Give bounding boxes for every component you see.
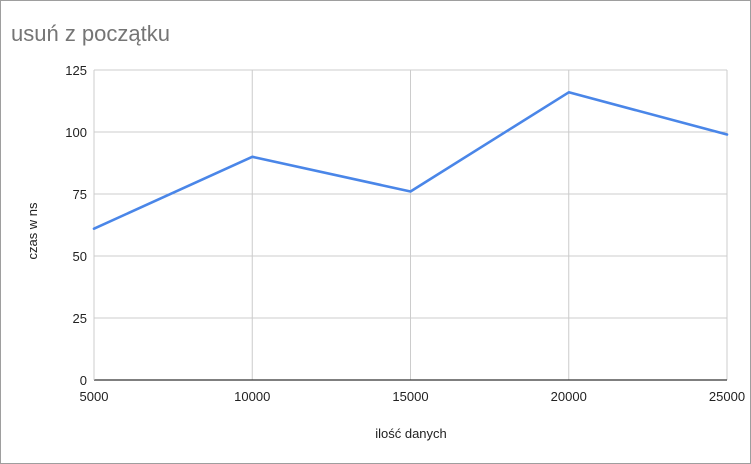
y-axis-title: czas w ns	[25, 202, 40, 260]
grid-lines	[94, 69, 728, 380]
x-tick-label: 20000	[551, 389, 587, 404]
x-tick-label: 5000	[80, 389, 109, 404]
y-tick-label: 25	[73, 311, 87, 326]
x-tick-label: 25000	[709, 389, 745, 404]
y-tick-label: 75	[73, 187, 87, 202]
y-tick-label: 0	[80, 373, 87, 388]
x-tick-label: 10000	[234, 389, 270, 404]
x-axis-title: ilość danych	[375, 426, 447, 441]
tick-labels: 0 25 50 75 100 125 5000 10000 15000 20000 25000	[65, 63, 745, 404]
y-tick-label: 50	[73, 249, 87, 264]
chart-title: usuń z początku	[11, 21, 170, 46]
x-tick-label: 15000	[392, 389, 428, 404]
y-tick-label: 100	[65, 125, 87, 140]
series	[92, 91, 729, 230]
y-tick-label: 125	[65, 63, 87, 78]
axes	[93, 70, 727, 381]
